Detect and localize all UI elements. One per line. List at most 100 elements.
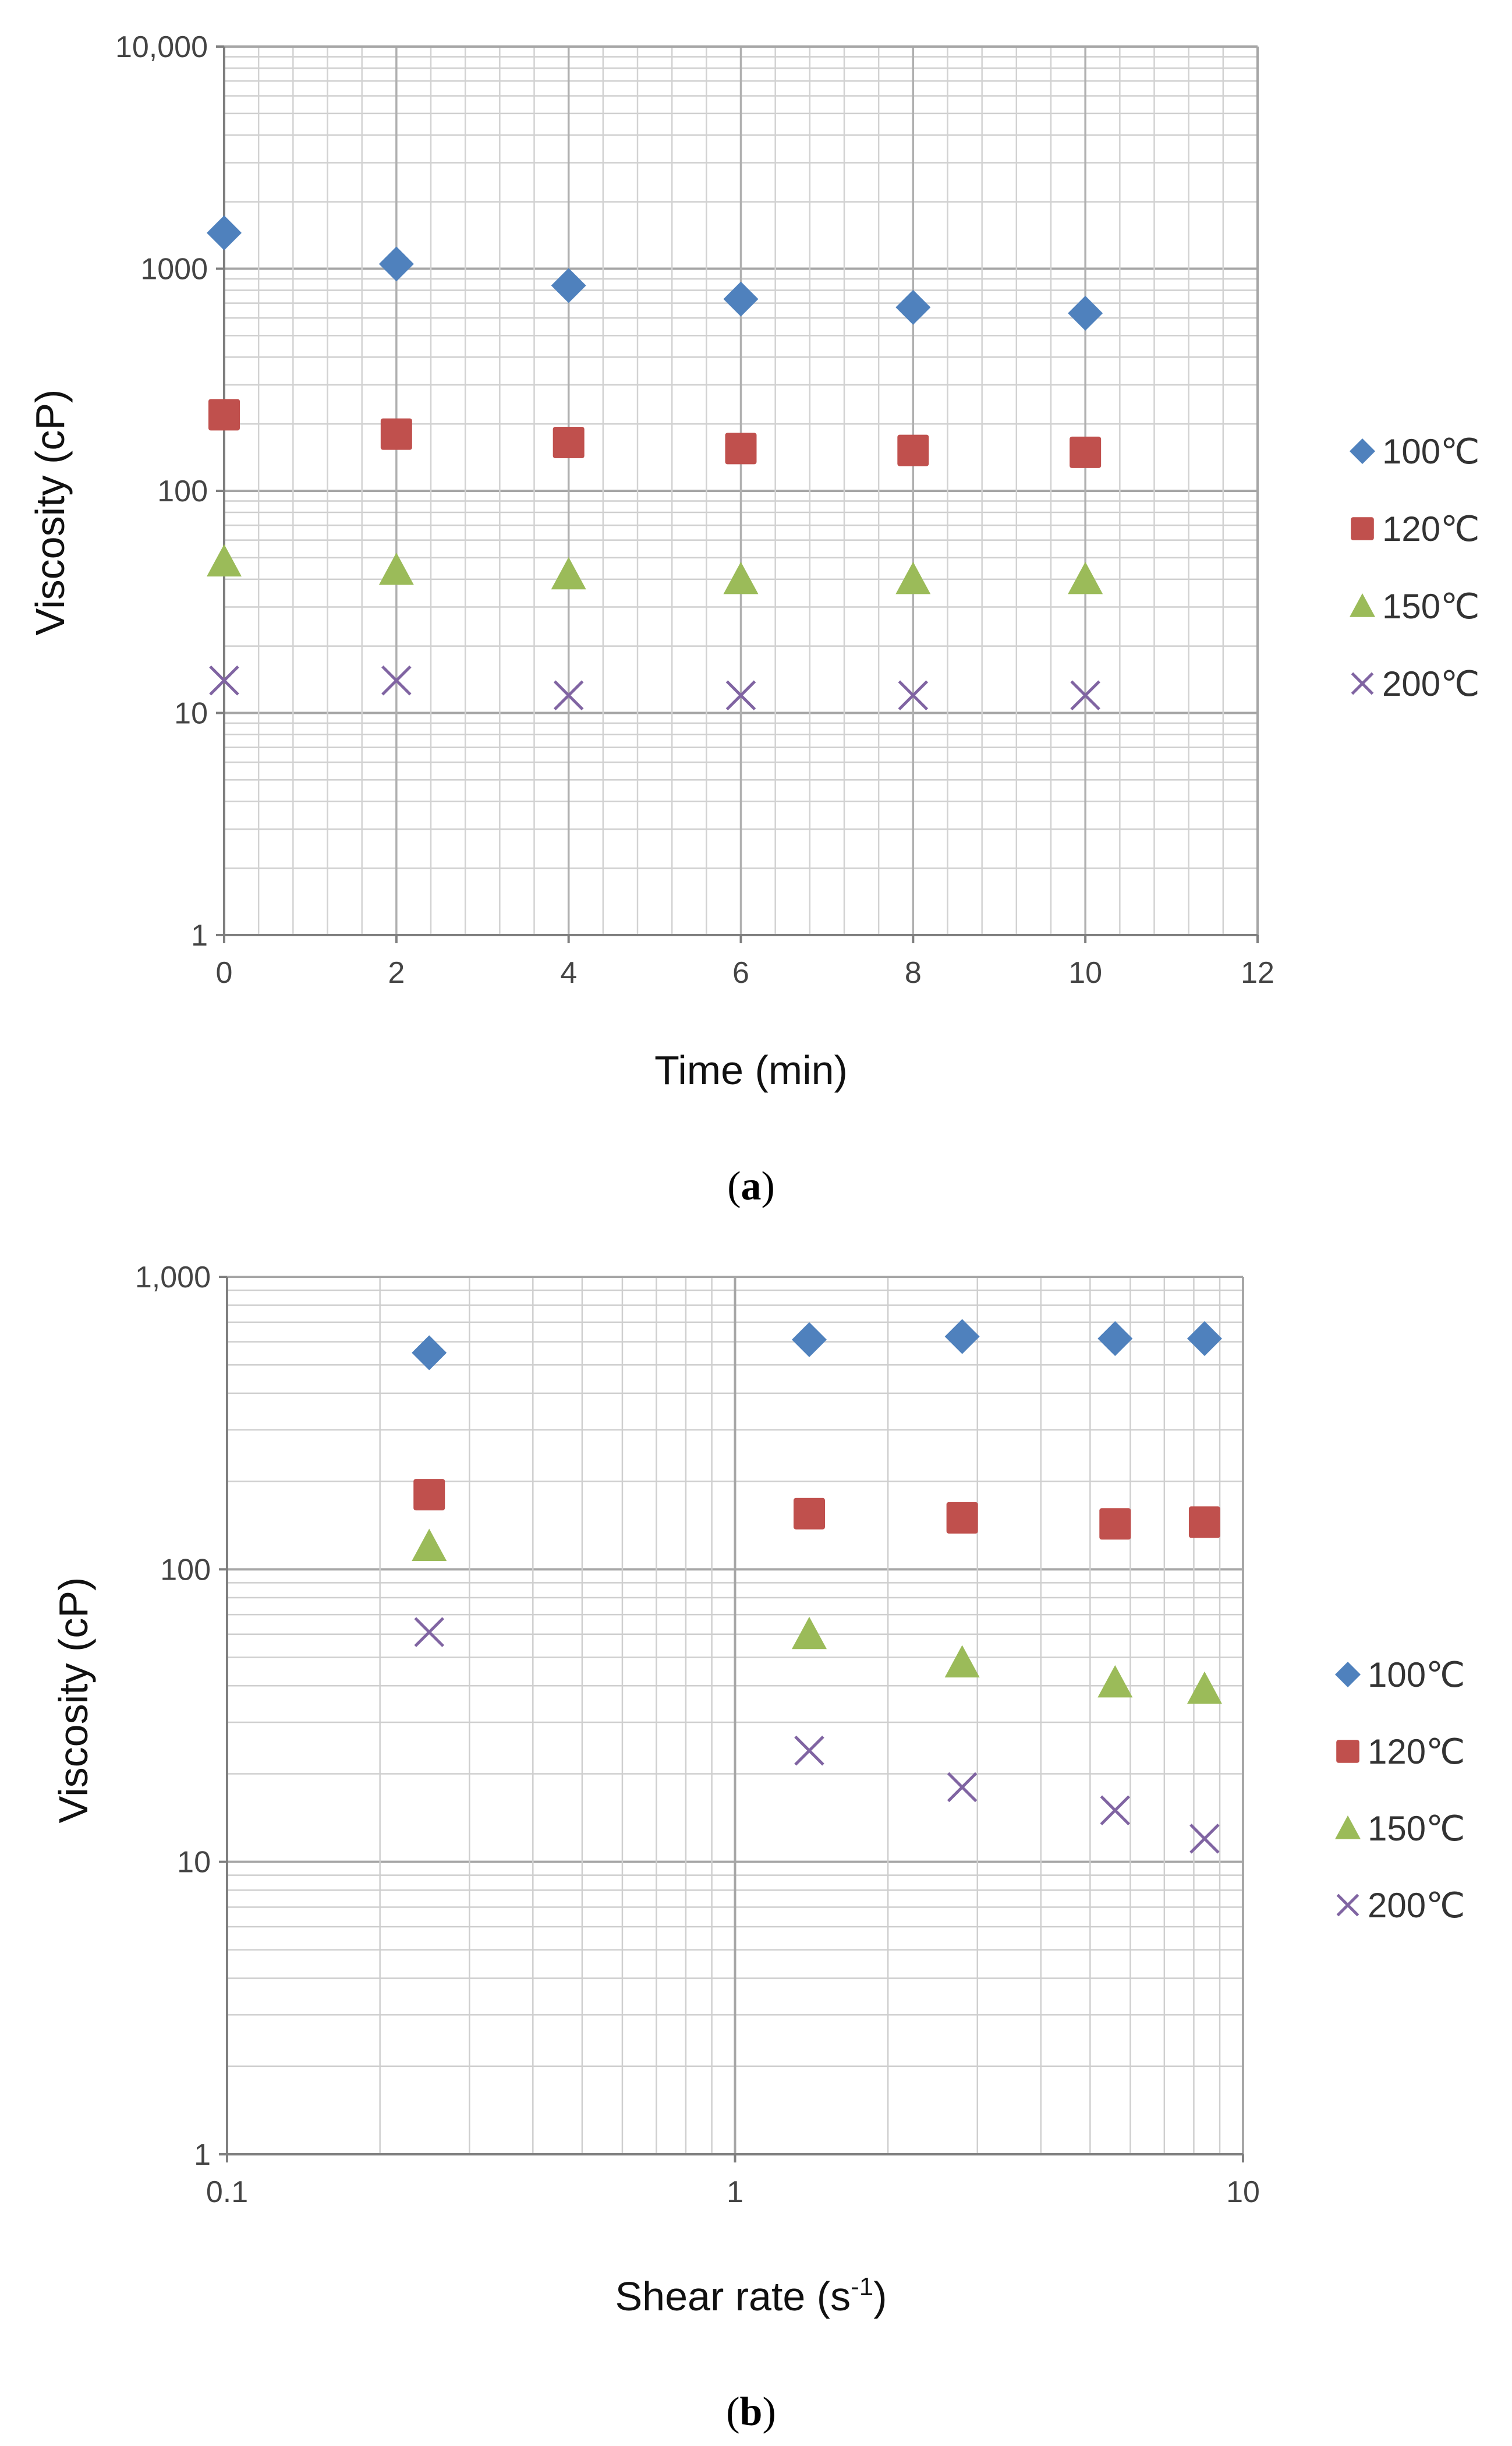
- chart-a-legend: 100℃ 120℃ 150℃ 200℃: [1350, 432, 1480, 703]
- legend-marker: [1351, 672, 1374, 695]
- data-point: [1099, 1508, 1131, 1540]
- data-point: [1187, 1321, 1222, 1357]
- data-point: [414, 1617, 444, 1647]
- data-point: [1068, 296, 1103, 331]
- legend-label: 100℃: [1368, 1655, 1465, 1694]
- series-150C: [412, 1528, 1222, 1704]
- data-point: [725, 680, 756, 711]
- data-point: [1097, 1665, 1133, 1698]
- chart-a-points: [207, 215, 1103, 711]
- data-point: [897, 434, 929, 466]
- y-tick-label: 10,000: [115, 30, 208, 64]
- legend-label: 150℃: [1368, 1809, 1465, 1848]
- data-point: [895, 289, 931, 325]
- data-point: [412, 1335, 447, 1371]
- data-point: [1187, 1671, 1222, 1704]
- y-tick-label: 100: [157, 475, 208, 508]
- y-tick-label: 1000: [140, 253, 208, 286]
- y-tick-label: 1: [194, 2138, 211, 2172]
- y-tick-label: 10: [177, 1846, 211, 1879]
- data-point: [413, 1479, 445, 1511]
- data-point: [895, 561, 931, 594]
- data-point: [791, 1616, 827, 1649]
- legend-marker: [1335, 1662, 1361, 1687]
- data-point: [1189, 1824, 1220, 1854]
- chart-b-x-tick-labels: 0.1 1 10: [206, 2175, 1260, 2209]
- chart-a-y-tick-labels: 1 10 100 1000 10,000: [115, 30, 208, 953]
- data-point: [944, 1319, 980, 1354]
- data-point: [793, 1498, 825, 1530]
- chart-a: 1 10 100 1000 10,000 0 2 4 6 8 10 12 Time (min) Vi…: [27, 30, 1480, 1093]
- chart-b-x-axis-title: Shear rate (s-1): [615, 2272, 887, 2319]
- series-120C: [413, 1479, 1220, 1540]
- data-point: [723, 281, 759, 317]
- legend-marker: [1351, 517, 1374, 540]
- data-point: [207, 215, 242, 250]
- legend-marker: [1336, 1740, 1359, 1763]
- data-point: [725, 433, 757, 465]
- data-point: [553, 680, 584, 711]
- data-point: [208, 399, 240, 431]
- data-point: [412, 1528, 447, 1562]
- legend-label: 200℃: [1382, 664, 1480, 703]
- caption-b: (b): [726, 2390, 776, 2434]
- data-point: [551, 557, 586, 590]
- chart-a-grid: [223, 45, 1259, 936]
- chart-a-x-tick-labels: 0 2 4 6 8 10 12: [216, 956, 1274, 990]
- legend-label: 120℃: [1382, 509, 1480, 548]
- x-tick-label: 0.1: [206, 2175, 248, 2209]
- y-tick-label: 1: [191, 919, 208, 953]
- legend-label: 200℃: [1368, 1886, 1465, 1925]
- chart-b-y-axis-title: Viscosity (cP): [51, 1577, 96, 1824]
- x-tick-label: 6: [732, 956, 749, 990]
- x-tick-label: 10: [1068, 956, 1102, 990]
- data-point: [1100, 1795, 1131, 1825]
- x-tick-label: 10: [1226, 2175, 1260, 2209]
- data-point: [723, 561, 759, 594]
- y-tick-label: 10: [174, 697, 208, 731]
- chart-a-y-axis-title: Viscosity (cP): [27, 390, 73, 636]
- legend-marker: [1335, 1815, 1361, 1839]
- data-point: [209, 665, 239, 696]
- data-point: [378, 553, 414, 585]
- data-point: [1068, 561, 1103, 594]
- series-200C: [414, 1617, 1220, 1854]
- y-tick-label: 100: [160, 1553, 211, 1587]
- data-point: [553, 427, 585, 459]
- data-point: [1070, 680, 1100, 711]
- chart-a-axes: [216, 45, 1259, 943]
- series-100C: [412, 1319, 1222, 1371]
- data-point: [946, 1502, 978, 1534]
- legend-label: 120℃: [1368, 1732, 1465, 1771]
- x-tick-label: 2: [388, 956, 405, 990]
- x-tick-label: 8: [905, 956, 922, 990]
- legend-marker: [1350, 438, 1375, 464]
- chart-b-y-tick-labels: 1 10 100 1,000: [135, 1261, 211, 2172]
- legend-marker: [1336, 1893, 1359, 1917]
- chart-b-axes: [219, 1276, 1244, 2162]
- data-point: [944, 1645, 980, 1677]
- data-point: [1188, 1506, 1220, 1538]
- x-tick-label: 0: [216, 956, 233, 990]
- legend-label: 100℃: [1382, 432, 1480, 471]
- chart-b-grid: [226, 1276, 1244, 2155]
- data-point: [207, 544, 242, 577]
- x-tick-label: 1: [727, 2175, 743, 2209]
- legend-marker: [1350, 593, 1375, 617]
- data-point: [1097, 1321, 1133, 1357]
- data-point: [380, 418, 412, 450]
- y-tick-label: 1,000: [135, 1261, 211, 1294]
- data-point: [898, 680, 929, 711]
- chart-b-points: [412, 1319, 1222, 1854]
- data-point: [1070, 436, 1102, 468]
- data-point: [378, 246, 414, 282]
- data-point: [381, 665, 412, 696]
- series-150C: [207, 544, 1103, 594]
- series-200C: [209, 665, 1100, 711]
- caption-a: (a): [727, 1164, 775, 1209]
- data-point: [794, 1735, 824, 1766]
- data-point: [947, 1772, 978, 1803]
- legend-label: 150℃: [1382, 587, 1480, 626]
